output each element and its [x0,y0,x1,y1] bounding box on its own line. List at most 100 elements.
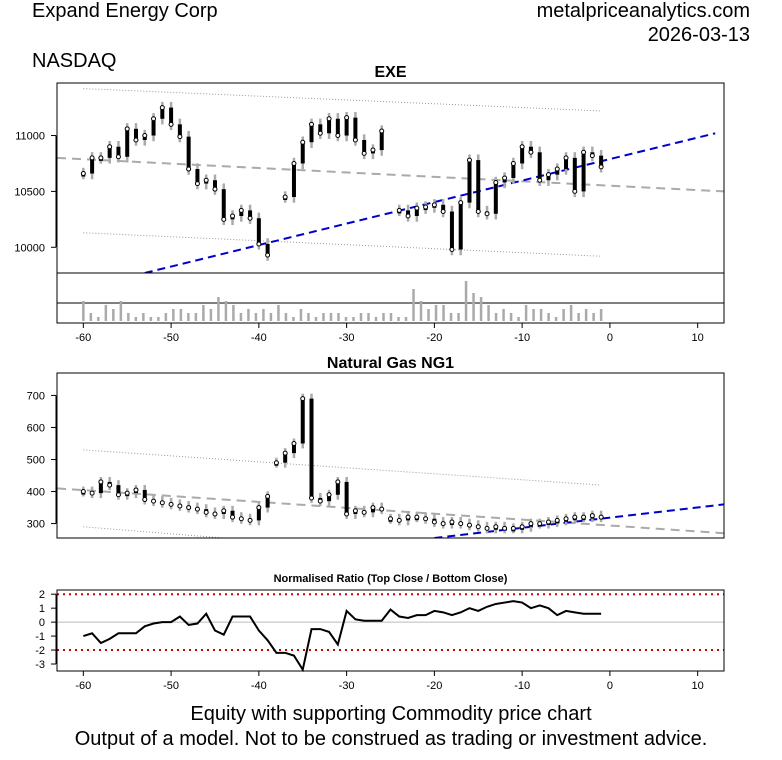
exe-close-point [545,172,551,178]
exe-candle [493,182,498,214]
exe-close-point [458,200,464,206]
exe-close-point [133,137,139,143]
exe-close-point [151,116,157,122]
ratio-x-tick-label: -60 [75,680,91,692]
gas-close-point [89,490,95,496]
exe-candle [537,152,542,181]
exe-close-point [317,130,323,136]
exe-close-point [572,188,578,194]
exe-x-tick-label: -40 [251,332,267,344]
exe-close-point [177,134,183,140]
gas-close-point [598,514,604,520]
company-name: Expand Energy Corp [32,0,218,22]
gas-close-point [335,479,341,485]
exe-candle [265,243,270,256]
chart-date: 2026-03-13 [647,24,750,46]
gas-close-point [396,517,402,523]
exe-x-tick-label: -20 [426,332,442,344]
exe-x-tick-label: -30 [339,332,355,344]
exe-candle [318,124,323,134]
exe-close-point [475,209,481,215]
gas-close-point [177,503,183,509]
gas-close-point [440,521,446,527]
exe-close-point [335,133,341,139]
gas-close-point [581,514,587,520]
gas-close-point [563,516,569,522]
exe-close-point [581,149,587,155]
exe-candle [406,210,411,216]
gas-close-point [273,460,279,466]
gas-plot-area [57,393,724,538]
exe-sub-panel [56,272,725,304]
exe-close-point [212,186,218,192]
exe-candle [379,131,384,151]
exe-close-point [238,207,244,213]
gas-close-point [484,525,490,531]
gas-close-point [589,513,595,519]
gas-close-point [142,497,148,503]
gas-close-point [265,493,271,499]
exe-candle [528,146,533,153]
gas-close-point [238,516,244,522]
exe-close-point [396,207,402,213]
exe-close-point [466,157,472,163]
exe-candle [177,124,182,137]
gas-candle [309,398,314,498]
exe-close-point [344,115,350,121]
exe-candle [212,180,217,190]
ratio-x-tick-label: 10 [692,680,704,692]
gas-close-point [528,521,534,527]
exe-close-point [554,166,560,172]
gas-y-tick-label: 500 [27,455,45,467]
gas-close-point [107,482,113,488]
gas-close-point [203,509,209,515]
gas-close-point [291,440,297,446]
gas-close-point [458,521,464,527]
ratio-x-tick-label: -50 [163,680,179,692]
gas-close-point [388,516,393,522]
exe-candle [581,152,586,192]
exe-close-point [98,155,104,161]
gas-candle [230,510,235,518]
ratio-y-tick-label: 1 [39,603,45,615]
exe-x-tick-label: -10 [514,332,530,344]
exe-close-point [159,105,165,111]
gas-y-tick-label: 600 [27,422,45,434]
exe-y-tick-label: 11000 [15,131,45,143]
exe-candle [151,118,156,136]
exe-close-point [203,177,209,183]
gas-y-tick-label: 400 [27,487,45,499]
exe-close-point [370,147,376,153]
exe-candle [467,160,472,203]
exe-close-point [107,144,113,150]
gas-close-point [361,509,367,515]
gas-candle [98,481,103,494]
exe-close-point [194,181,200,187]
gas-close-point [423,516,429,522]
gas-close-point [133,487,139,493]
exe-frame [56,82,725,274]
exe-close-point [291,160,297,166]
gas-close-point [510,525,516,531]
ratio-y-tick-label: -3 [35,659,45,671]
exe-close-point [186,166,192,172]
exe-title: EXE [374,64,406,81]
gas-frame [56,372,725,539]
gas-close-point [493,524,499,530]
exe-close-point [510,160,516,166]
gas-close-point [194,506,200,512]
gas-close-point [572,514,578,520]
ratio-frame [56,589,725,672]
gas-close-point [159,500,165,506]
exe-candle [195,169,200,184]
exe-candle [476,160,481,212]
exe-close-point [115,154,121,160]
site-name: metalpriceanalytics.com [536,0,750,22]
exe-close-point [563,155,569,161]
exe-candle [90,157,95,174]
gas-close-point [282,450,288,456]
exe-candle [133,128,138,140]
gas-close-point [502,525,508,531]
exe-candle [256,218,261,244]
